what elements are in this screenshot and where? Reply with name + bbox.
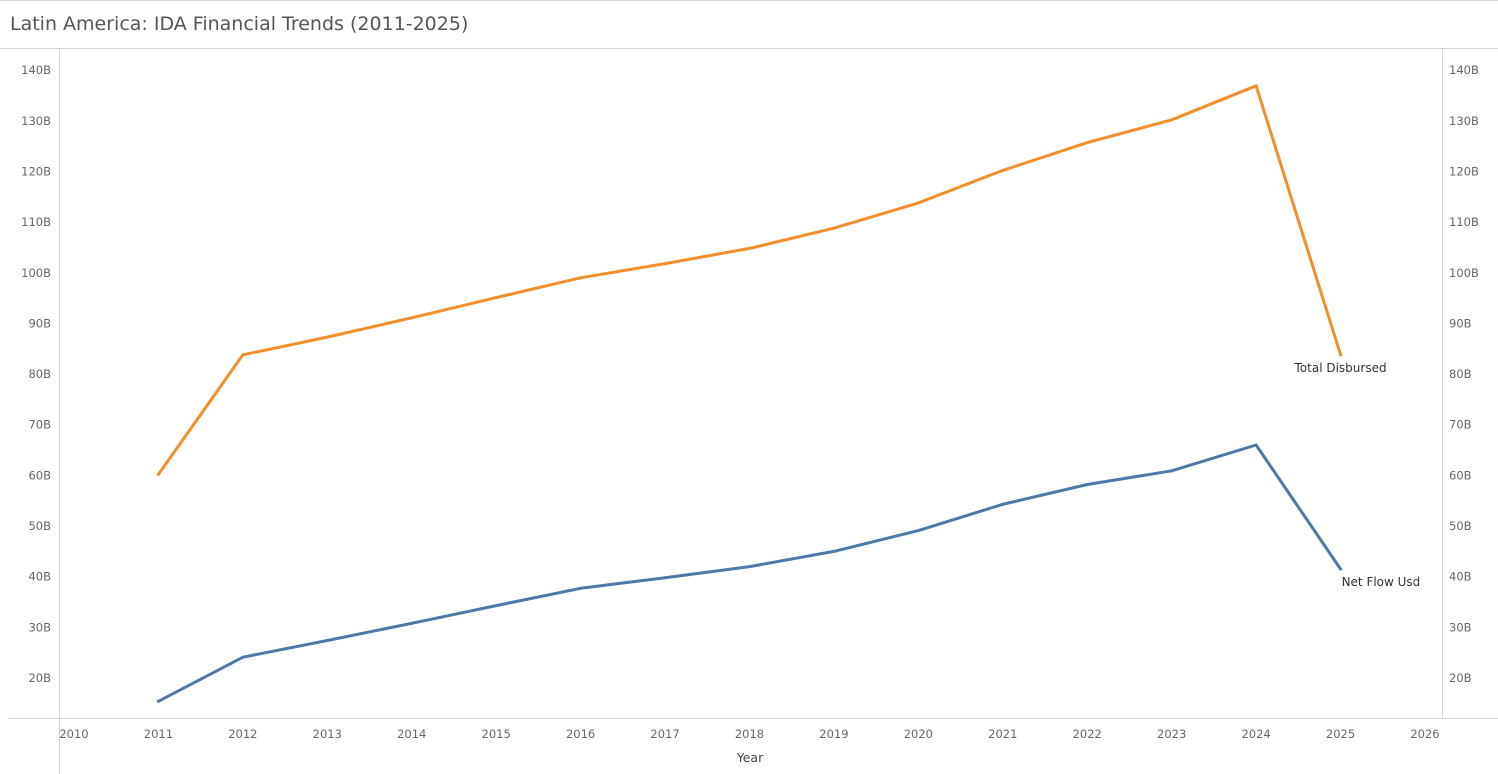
data-point-total-disbursed xyxy=(241,353,245,357)
y-tick-label-right: 30B xyxy=(1449,620,1472,634)
y-tick-label-left: 80B xyxy=(28,367,51,381)
y-tick-label-right: 80B xyxy=(1449,367,1472,381)
data-point-total-disbursed xyxy=(832,226,836,230)
x-tick-label: 2011 xyxy=(144,727,173,741)
y-tick-label-left: 140B xyxy=(21,63,51,77)
series-labels: Total Disbursed Net Flow Usd xyxy=(1294,361,1421,589)
series-group xyxy=(156,84,1343,703)
data-point-net-flow-usd xyxy=(916,529,920,533)
x-tick-label: 2013 xyxy=(313,727,342,741)
data-point-total-disbursed xyxy=(1001,168,1005,172)
y-tick-label-right: 50B xyxy=(1449,519,1472,533)
y-tick-label-left: 110B xyxy=(21,215,51,229)
x-tick-label: 2021 xyxy=(988,727,1017,741)
data-point-net-flow-usd xyxy=(410,621,414,625)
x-tick-label: 2022 xyxy=(1073,727,1102,741)
x-tick-label: 2018 xyxy=(735,727,764,741)
data-point-net-flow-usd xyxy=(663,576,667,580)
data-point-net-flow-usd xyxy=(1001,502,1005,506)
y-tick-label-left: 70B xyxy=(28,418,51,432)
x-tick-label: 2017 xyxy=(650,727,679,741)
y-tick-label-left: 130B xyxy=(21,114,51,128)
data-point-total-disbursed xyxy=(1170,118,1174,122)
series-line-net-flow-usd xyxy=(156,443,1343,703)
x-tick-label: 2024 xyxy=(1241,727,1270,741)
data-point-net-flow-usd xyxy=(579,586,583,590)
data-point-net-flow-usd xyxy=(494,604,498,608)
data-point-net-flow-usd xyxy=(748,565,751,569)
y-tick-label-left: 20B xyxy=(28,671,51,685)
y-tick-label-right: 140B xyxy=(1449,63,1479,77)
y-tick-label-right: 130B xyxy=(1449,114,1479,128)
data-point-net-flow-usd xyxy=(1085,483,1089,487)
series-line-total-disbursed xyxy=(156,84,1343,476)
x-tick-label: 2012 xyxy=(228,727,257,741)
data-point-net-flow-usd xyxy=(1254,443,1258,447)
x-tick-label: 2025 xyxy=(1326,727,1355,741)
x-tick-label: 2019 xyxy=(819,727,848,741)
series-label-total-disbursed: Total Disbursed xyxy=(1294,361,1387,375)
x-tick-label: 2014 xyxy=(397,727,426,741)
data-point-total-disbursed xyxy=(1085,141,1089,145)
data-point-net-flow-usd xyxy=(1339,567,1343,571)
y-tick-label-right: 120B xyxy=(1449,164,1479,178)
y-axis-right: 20B 30B 40B 50B 60B 70B 80B 90B 100B 110B 120B 130B… xyxy=(1449,63,1479,685)
series-label-net-flow-usd: Net Flow Usd xyxy=(1342,575,1421,589)
data-point-net-flow-usd xyxy=(832,549,836,553)
y-axis-left: 20B 30B 40B 50B 60B 70B 80B 90B 100B 110B 120B 130B… xyxy=(21,63,51,685)
data-point-net-flow-usd xyxy=(156,699,160,703)
y-tick-label-left: 100B xyxy=(21,266,51,280)
data-point-total-disbursed xyxy=(494,296,498,300)
data-point-total-disbursed xyxy=(1339,353,1343,357)
data-point-total-disbursed xyxy=(663,262,667,266)
x-tick-label: 2026 xyxy=(1410,727,1439,741)
data-point-net-flow-usd xyxy=(325,639,329,643)
x-axis-title: Year xyxy=(736,750,764,765)
chart-title: Latin America: IDA Financial Trends (201… xyxy=(10,13,469,35)
y-tick-label-right: 70B xyxy=(1449,418,1472,432)
y-tick-label-right: 60B xyxy=(1449,468,1472,482)
data-point-total-disbursed xyxy=(325,335,329,339)
y-tick-label-right: 20B xyxy=(1449,671,1472,685)
y-tick-label-left: 30B xyxy=(28,620,51,634)
data-point-total-disbursed xyxy=(410,316,414,320)
y-tick-label-right: 100B xyxy=(1449,266,1479,280)
data-point-total-disbursed xyxy=(156,472,160,476)
y-tick-label-left: 120B xyxy=(21,164,51,178)
x-tick-label: 2010 xyxy=(59,727,88,741)
data-point-net-flow-usd xyxy=(1170,469,1174,473)
y-tick-label-right: 40B xyxy=(1449,570,1472,584)
data-point-net-flow-usd xyxy=(241,655,245,659)
y-tick-label-left: 50B xyxy=(28,519,51,533)
data-point-total-disbursed xyxy=(579,276,583,280)
x-tick-label: 2016 xyxy=(566,727,595,741)
data-point-total-disbursed xyxy=(748,246,751,250)
x-tick-label: 2020 xyxy=(904,727,933,741)
data-point-total-disbursed xyxy=(1254,84,1258,88)
data-point-total-disbursed xyxy=(916,201,920,205)
y-tick-label-left: 60B xyxy=(28,468,51,482)
y-tick-label-left: 40B xyxy=(28,570,51,584)
y-tick-label-right: 110B xyxy=(1449,215,1479,229)
y-tick-label-right: 90B xyxy=(1449,316,1472,330)
x-axis: 2010 2011 2012 2013 2014 2015 2016 2017 2018 2019… xyxy=(59,727,1439,765)
x-tick-label: 2023 xyxy=(1157,727,1186,741)
x-tick-label: 2015 xyxy=(482,727,511,741)
y-tick-label-left: 90B xyxy=(28,316,51,330)
